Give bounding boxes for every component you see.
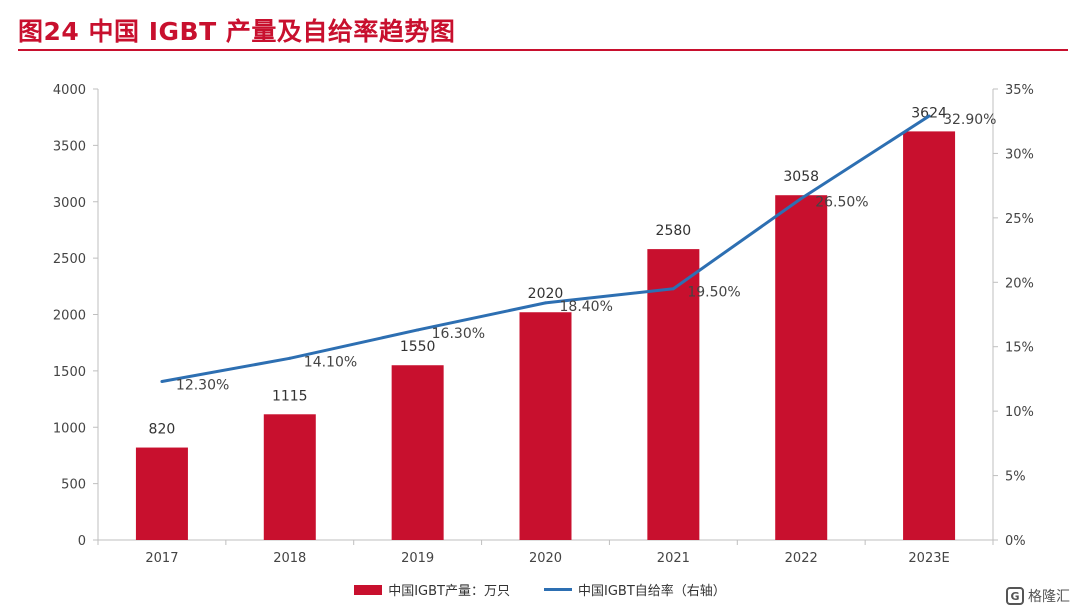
y-tick-label: 1000 [53, 421, 86, 436]
x-tick-label: 2023E [908, 551, 949, 566]
y2-tick-label: 15% [1005, 341, 1034, 356]
y-tick-label: 0 [78, 534, 86, 549]
y-tick-label: 3000 [53, 196, 86, 211]
bar-value-label: 3624 [911, 105, 947, 121]
x-tick-label: 2022 [785, 551, 818, 566]
bar [647, 249, 700, 541]
bar [775, 195, 828, 540]
rate-value-label: 26.50% [815, 195, 868, 211]
watermark: G 格隆汇 [1006, 586, 1070, 606]
rate-value-label: 14.10% [304, 354, 357, 370]
rate-value-label: 16.30% [432, 326, 485, 342]
rate-value-label: 19.50% [687, 285, 740, 301]
rate-value-label: 32.90% [943, 112, 996, 128]
watermark-logo-icon: G [1006, 587, 1024, 605]
x-tick-label: 2021 [657, 551, 690, 566]
rate-point [671, 287, 675, 291]
bar-value-label: 1115 [272, 388, 308, 404]
x-tick-label: 2019 [401, 551, 434, 566]
y-tick-label: 4000 [53, 83, 86, 98]
legend-item-line: 中国IGBT自给率（右轴） [544, 580, 726, 599]
chart: 0 500 1000 1500 2000 2500 3000 3500 4000 0% 5% 10% 1… [53, 83, 1034, 566]
rate-point [927, 114, 931, 118]
y2-tick-label: 35% [1005, 83, 1034, 98]
rate-value-label: 18.40% [560, 299, 613, 315]
bar [519, 312, 572, 540]
x-tick-label: 2020 [529, 551, 562, 566]
legend-line-swatch [544, 588, 572, 591]
rate-value-label: 12.30% [176, 378, 229, 394]
y2-tick-label: 25% [1005, 212, 1034, 227]
y-tick-label: 500 [61, 478, 86, 493]
y2-tick-label: 0% [1005, 534, 1026, 549]
bar [391, 365, 444, 540]
bar-value-label: 820 [149, 422, 176, 438]
rate-point [544, 301, 547, 305]
bar [263, 414, 316, 540]
y2-tick-label: 30% [1005, 147, 1034, 162]
chart-title: 图24 中国 IGBT 产量及自给率趋势图 [18, 17, 456, 46]
legend-bar-swatch [354, 584, 383, 595]
rate-point [799, 197, 803, 201]
bar-value-label: 2580 [656, 223, 692, 239]
bar-value-label: 2020 [528, 286, 564, 302]
bar [135, 447, 188, 540]
y-tick-label: 2000 [53, 309, 86, 324]
x-tick-label: 2017 [145, 551, 178, 566]
rate-point [416, 328, 420, 332]
legend: 中国IGBT产量：万只 中国IGBT自给率（右轴） [0, 580, 1080, 599]
y2-tick-label: 20% [1005, 276, 1034, 291]
bar [903, 131, 956, 541]
legend-bar-label: 中国IGBT产量：万只 [388, 584, 510, 599]
watermark-text: 格隆汇 [1028, 589, 1070, 605]
legend-item-bar: 中国IGBT产量：万只 [354, 580, 510, 599]
rate-point [160, 380, 164, 384]
bar-value-label: 1550 [400, 339, 436, 355]
title-underline [18, 49, 1068, 51]
y-tick-label: 1500 [53, 365, 86, 380]
legend-line-label: 中国IGBT自给率（右轴） [578, 584, 726, 599]
y2-tick-label: 5% [1005, 470, 1026, 485]
y2-tick-label: 10% [1005, 405, 1034, 420]
bar-value-label: 3058 [783, 169, 819, 185]
x-tick-label: 2018 [273, 551, 306, 566]
y-tick-label: 2500 [53, 252, 86, 267]
rate-point [288, 356, 292, 360]
y-tick-label: 3500 [53, 139, 86, 154]
